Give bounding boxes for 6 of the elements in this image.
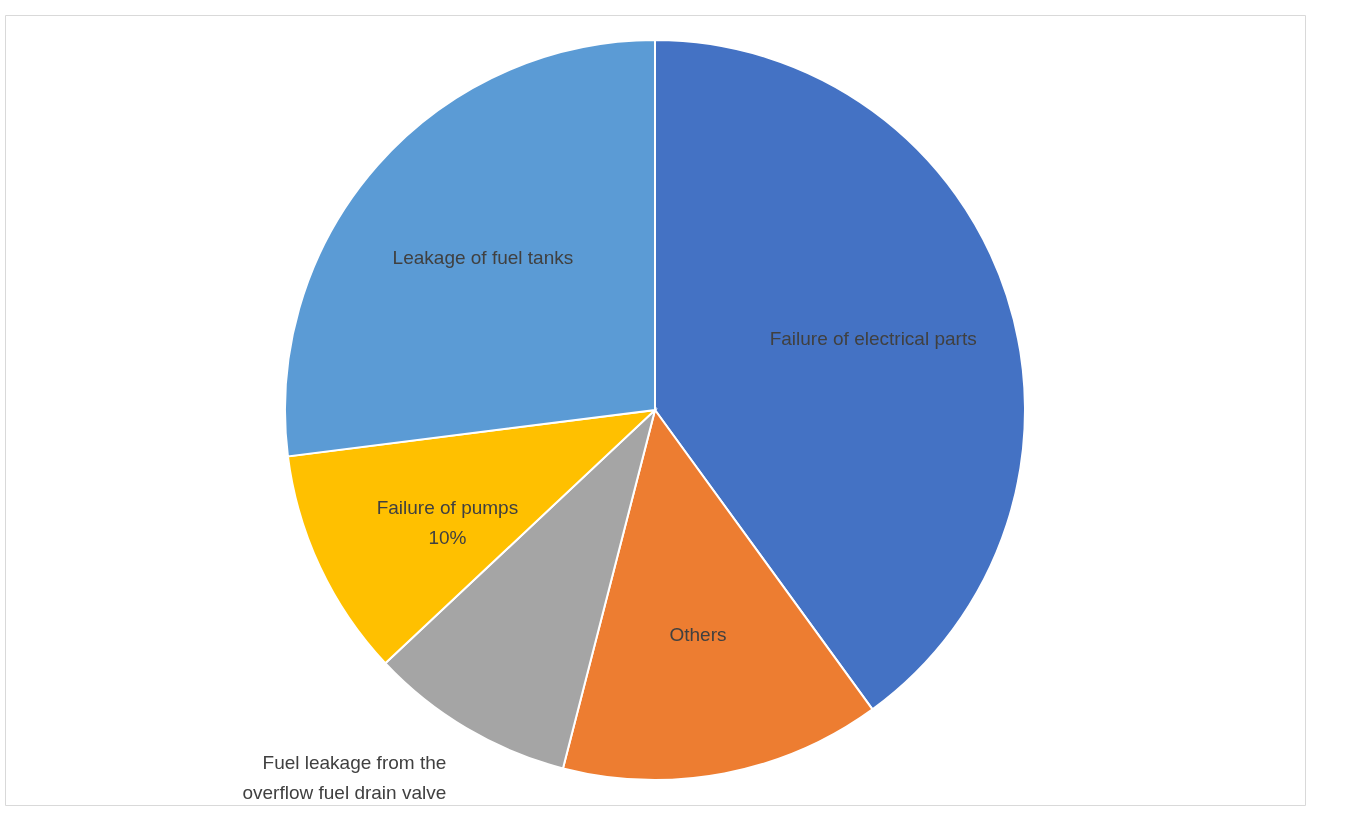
slice-label: Leakage of fuel tanks: [392, 247, 574, 269]
data-label: 10%: [428, 526, 467, 548]
slice-label: Failure of pumps: [376, 496, 519, 518]
slice-label: Failure of electrical parts: [769, 328, 977, 350]
slice-label: Others: [669, 624, 727, 646]
slice-label: Fuel leakage from the overflow fuel drain valve: [242, 751, 447, 803]
